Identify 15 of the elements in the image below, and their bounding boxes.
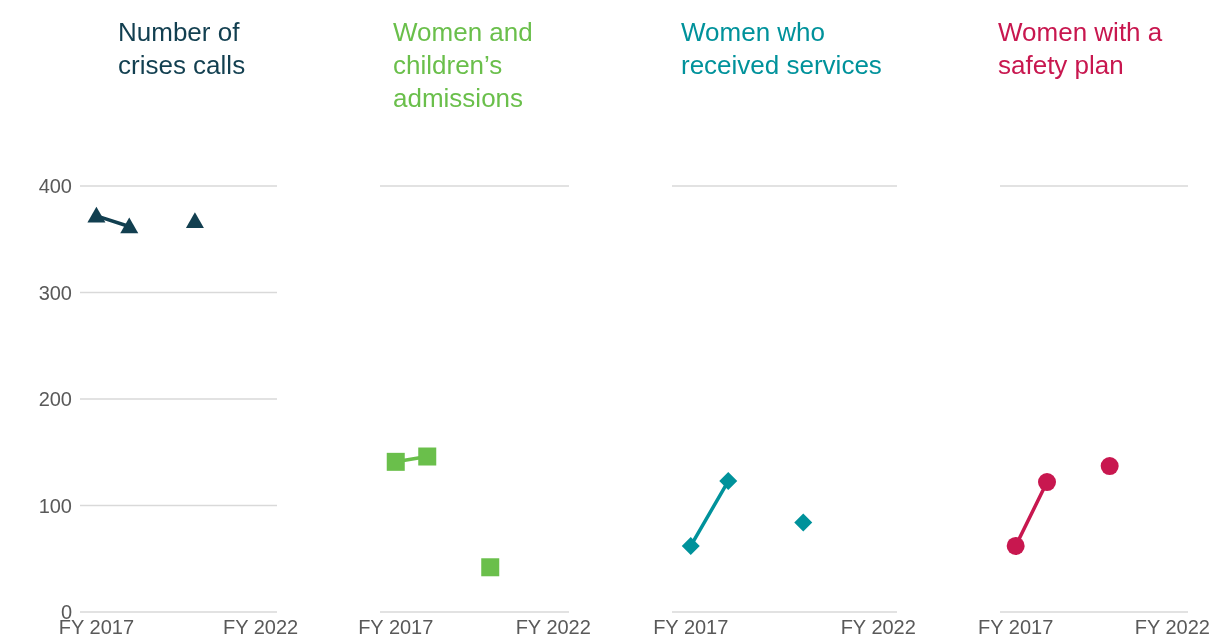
x-tick-label: FY 2017 [358,616,434,639]
x-tick-label: FY 2022 [1134,616,1210,639]
y-tick-label: 400 [38,175,72,198]
chart-title: Women and children’s admissions [393,16,534,115]
chart-title: Women with a safety plan [998,16,1164,82]
chart-title: Women who received services [681,16,883,82]
x-tick-label: FY 2022 [840,616,916,639]
x-tick-label: FY 2022 [515,616,591,639]
x-tick-label: FY 2017 [978,616,1054,639]
x-tick-label: FY 2022 [222,616,299,639]
y-tick-label: 300 [38,281,72,304]
chart-title: Number of crises calls [118,16,247,82]
y-tick-label: 100 [38,494,72,517]
y-tick-label: 200 [38,388,72,411]
x-tick-label: FY 2017 [653,616,729,639]
